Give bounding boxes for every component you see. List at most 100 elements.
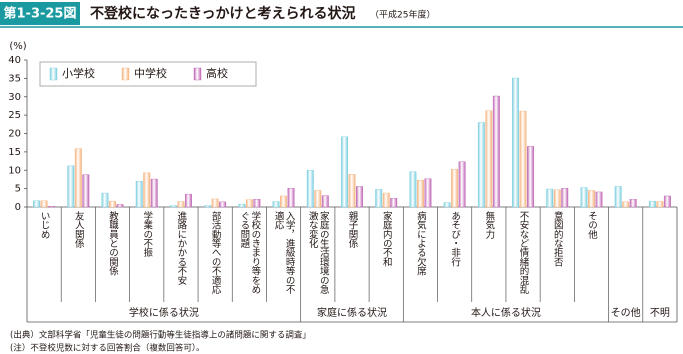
bar <box>595 191 603 208</box>
legend-label: 小学校 <box>62 66 95 80</box>
bar <box>219 201 227 208</box>
category-label-box: あそび・非行 <box>438 211 472 266</box>
bar <box>33 200 41 208</box>
category-label-box: 学校のきまり等をめぐる問題 <box>232 211 266 301</box>
category-label-box: 不安など情緒的混乱 <box>506 211 540 294</box>
bar <box>519 110 527 208</box>
y-tick-label: 30 <box>8 92 21 103</box>
x-tick-label: 家庭内の不和 <box>380 211 392 267</box>
bar <box>390 197 398 208</box>
bar <box>382 192 390 208</box>
category-label-box: 家庭内の不和 <box>369 211 403 266</box>
x-tick-label: 親子関係 <box>346 211 358 248</box>
x-tick-label: 不安など情緒的混乱 <box>517 211 529 294</box>
bar <box>101 192 109 208</box>
y-tick-label: 10 <box>8 165 21 176</box>
category-label-box: 友人関係 <box>61 211 95 248</box>
x-tick-label: 学校のきまり等をめぐる問題 <box>238 211 261 294</box>
category-label-box: その他 <box>574 211 608 239</box>
x-tick-label: 部活動等への不適応 <box>209 211 221 294</box>
x-tick-label: 家庭の生活環境の急激な変化 <box>306 211 329 294</box>
y-tick-label: 0 <box>15 202 21 213</box>
bar <box>272 201 280 208</box>
bar <box>580 187 588 208</box>
x-tick-label: 友人関係 <box>72 211 84 248</box>
x-tick-label: 学業の不振 <box>141 211 153 258</box>
category-label-box: 学業の不振 <box>130 211 164 257</box>
bar <box>546 188 554 208</box>
bar <box>485 110 493 208</box>
figure-id-box <box>0 2 80 25</box>
legend <box>39 61 257 87</box>
legend-swatch <box>49 67 58 81</box>
category-label-box: 部活動等への不適応 <box>198 211 232 294</box>
bar <box>169 205 177 208</box>
bar <box>253 199 261 208</box>
category-label-box: 進路にかかる不安 <box>164 211 198 285</box>
bar <box>356 186 363 208</box>
bar <box>321 195 329 208</box>
y-tick-label: 20 <box>8 129 21 140</box>
y-tick-label: 25 <box>8 110 21 121</box>
bar <box>314 190 322 208</box>
group-label: 学校に係る状況 <box>129 306 199 319</box>
x-tick-label: 無気力 <box>483 211 495 239</box>
bar <box>588 190 595 208</box>
x-tick-label: その他 <box>585 211 597 239</box>
category-label-box: いじめ <box>27 211 61 239</box>
x-tick-label: あそび・非行 <box>449 211 461 267</box>
legend-swatch <box>193 67 202 81</box>
category-label-box: 教職員との関係 <box>95 211 129 275</box>
bar <box>477 122 485 208</box>
bar <box>648 200 656 208</box>
group-label: 本人に係る状況 <box>471 306 541 319</box>
y-axis-label: (%) <box>9 41 26 52</box>
bar <box>306 170 314 208</box>
x-tick-label: 病気による欠席 <box>414 211 426 276</box>
bar <box>48 206 56 208</box>
x-tick-label: 入学，進級時等の不適応 <box>272 211 295 294</box>
y-tick-label: 40 <box>8 55 21 66</box>
bar <box>67 165 75 208</box>
bar <box>109 200 116 208</box>
bar <box>458 161 466 208</box>
group-label: その他 <box>611 306 641 319</box>
bar <box>527 146 535 208</box>
legend-label: 高校 <box>206 66 228 80</box>
category-label-box: 無気力 <box>472 211 506 239</box>
bar <box>245 199 253 208</box>
bar <box>177 201 185 208</box>
bar <box>287 188 295 208</box>
bar <box>451 168 459 208</box>
chart-subtitle: （平成25年度） <box>370 9 435 21</box>
note: (注）不登校児数に対する回答割合（複数回答可）。 <box>10 343 205 354</box>
bar <box>561 188 569 208</box>
bar <box>663 195 671 208</box>
bar <box>238 203 246 208</box>
bar <box>629 199 637 208</box>
bar <box>211 198 219 208</box>
x-tick-label: 進路にかかる不安 <box>175 211 187 285</box>
x-tick-label: 意図的な拒否 <box>551 211 563 267</box>
bar <box>553 189 561 208</box>
bar <box>150 178 158 208</box>
bar <box>622 201 630 208</box>
note: (出典）文部科学省「児童生徒の問題行動等生徒指導上の諸問題に関する調査」 <box>10 330 311 341</box>
bar <box>443 202 451 208</box>
bar <box>40 200 48 208</box>
category-label-box: 親子関係 <box>335 211 369 248</box>
bar <box>409 171 417 208</box>
bar <box>341 136 348 208</box>
bar <box>512 77 520 208</box>
y-tick-label: 15 <box>8 147 21 158</box>
bar <box>492 95 500 208</box>
category-label-box: 病気による欠席 <box>403 211 437 275</box>
x-tick-label: 教職員との関係 <box>107 211 118 276</box>
legend-swatch <box>121 67 130 81</box>
bar <box>416 179 424 208</box>
bar <box>375 189 383 208</box>
bar <box>116 204 124 208</box>
category-label-box: 入学，進級時等の不適応 <box>266 211 300 301</box>
